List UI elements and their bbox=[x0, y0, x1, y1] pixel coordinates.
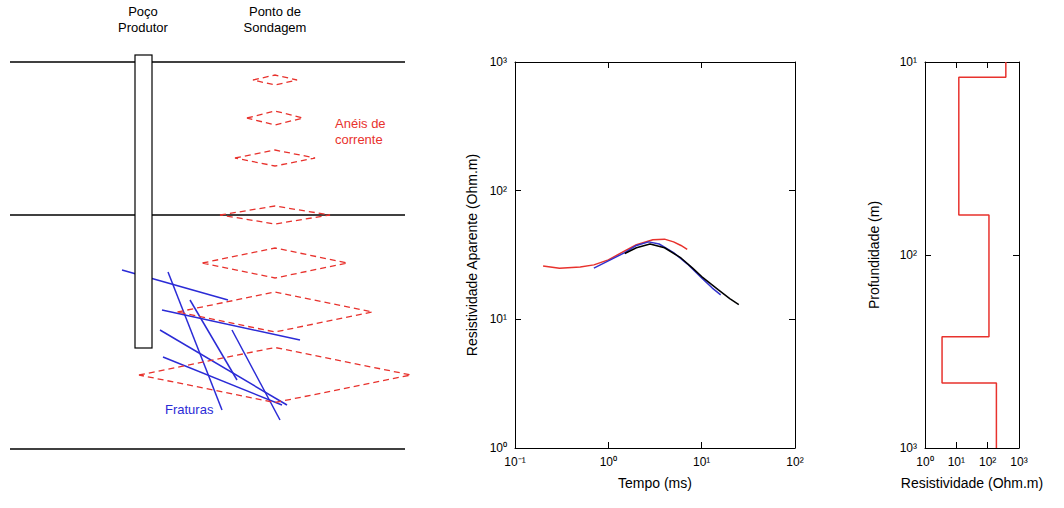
svg-text:10¹: 10¹ bbox=[490, 312, 507, 326]
svg-text:10⁰: 10⁰ bbox=[916, 455, 933, 469]
svg-text:10²: 10² bbox=[979, 455, 996, 469]
svg-text:PoçoProdutor: PoçoProdutor bbox=[118, 4, 169, 35]
svg-text:10⁰: 10⁰ bbox=[490, 441, 507, 455]
svg-text:10¹: 10¹ bbox=[693, 455, 710, 469]
svg-text:10³: 10³ bbox=[490, 55, 507, 69]
svg-text:10¹: 10¹ bbox=[948, 455, 965, 469]
svg-text:Ponto deSondagem: Ponto deSondagem bbox=[244, 4, 307, 35]
svg-text:Resistividade (Ohm.m): Resistividade (Ohm.m) bbox=[901, 475, 1043, 491]
svg-text:Profundidade (m): Profundidade (m) bbox=[866, 201, 882, 309]
svg-text:10⁻¹: 10⁻¹ bbox=[504, 455, 525, 469]
svg-text:10²: 10² bbox=[900, 248, 917, 262]
svg-text:10³: 10³ bbox=[1010, 455, 1027, 469]
svg-text:10³: 10³ bbox=[900, 441, 917, 455]
svg-text:10⁰: 10⁰ bbox=[600, 455, 617, 469]
svg-text:Fraturas: Fraturas bbox=[165, 402, 214, 417]
svg-text:10²: 10² bbox=[786, 455, 803, 469]
svg-text:Resistividade Aparente (Ohm.m): Resistividade Aparente (Ohm.m) bbox=[464, 154, 480, 356]
svg-text:Tempo (ms): Tempo (ms) bbox=[618, 475, 692, 491]
svg-text:Anéis decorrente: Anéis decorrente bbox=[335, 116, 386, 147]
svg-text:10²: 10² bbox=[490, 184, 507, 198]
svg-text:10¹: 10¹ bbox=[900, 55, 917, 69]
